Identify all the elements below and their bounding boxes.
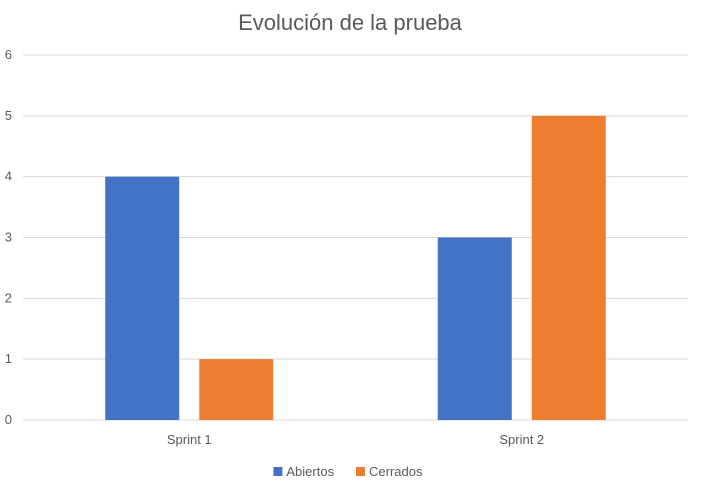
y-tick-label: 4 (5, 169, 12, 184)
bar-abiertos-sprint-1 (105, 176, 180, 420)
legend-label-cerrados: Cerrados (369, 464, 423, 479)
y-tick-label: 5 (5, 108, 12, 123)
legend: Abiertos Cerrados (273, 464, 423, 479)
x-tick-label: Sprint 1 (167, 432, 212, 447)
x-tick-label: Sprint 2 (499, 432, 544, 447)
bar-cerrados-sprint-2 (531, 115, 606, 420)
y-tick-label: 2 (5, 290, 12, 305)
y-tick-label: 3 (5, 230, 12, 245)
y-tick-label: 1 (5, 351, 12, 366)
legend-swatch-abiertos (273, 467, 283, 476)
chart-title: Evolución de la prueba (238, 10, 463, 35)
bars (105, 115, 606, 420)
y-axis-ticks: 0 1 2 3 4 5 6 (5, 47, 12, 427)
y-tick-label: 6 (5, 47, 12, 62)
legend-label-abiertos: Abiertos (286, 464, 334, 479)
legend-swatch-cerrados (356, 467, 365, 476)
bar-abiertos-sprint-2 (437, 237, 512, 420)
x-axis-ticks: Sprint 1 Sprint 2 (167, 432, 544, 447)
bar-cerrados-sprint-1 (199, 359, 274, 420)
y-tick-label: 0 (5, 412, 12, 427)
